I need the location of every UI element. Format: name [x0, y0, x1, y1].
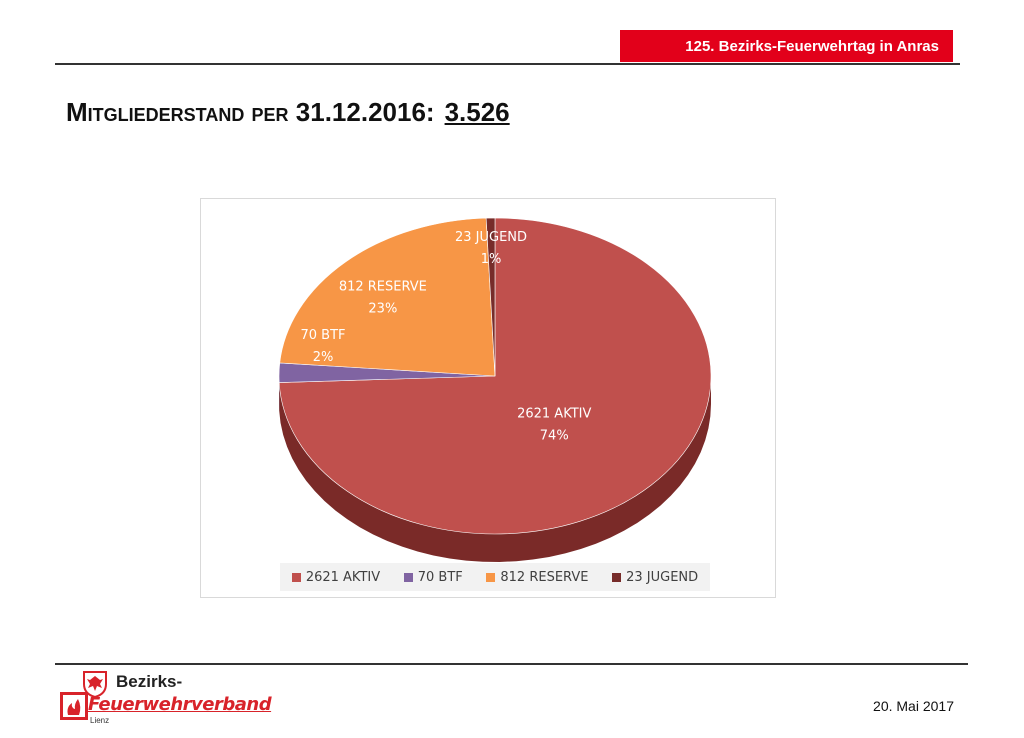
- event-title-badge: 125. Bezirks-Feuerwehrtag in Anras: [620, 30, 953, 62]
- legend-item-btf: 70 BTF: [403, 569, 463, 585]
- legend-swatch-btf: [403, 572, 413, 582]
- legend-item-reserve: 812 RESERVE: [486, 570, 588, 585]
- title-text: Mitgliederstand per 31.12.2016:: [66, 97, 435, 127]
- slice-percent-jugend: 1%: [481, 252, 502, 267]
- slice-percent-aktiv: 74%: [540, 429, 569, 444]
- title-total: 3.526: [444, 97, 510, 127]
- event-title: 125. Bezirks-Feuerwehrtag in Anras: [685, 37, 939, 55]
- legend-label-jugend: 23 JUGEND: [626, 569, 699, 585]
- pie-chart: 2621 AKTIV 74% 70 BTF 2% 812 RESERVE 23% 23 JU…: [200, 198, 776, 598]
- legend-item-jugend: 23 JUGEND: [612, 570, 698, 585]
- pie-slice-reserve: [279, 217, 496, 377]
- slice-percent-reserve: 23%: [368, 301, 397, 316]
- logo-text-bezirks: Bezirks-: [116, 672, 183, 691]
- pie-slice-jugend: [485, 217, 496, 377]
- legend-swatch-reserve: [486, 572, 496, 582]
- top-divider: [55, 63, 960, 65]
- pie-chart-svg: 2621 AKTIV 74% 70 BTF 2% 812 RESERVE 23% 23 JU…: [278, 217, 712, 562]
- legend-swatch-jugend: [612, 572, 622, 582]
- slice-percent-btf: 2%: [313, 350, 334, 365]
- footer-date: 20. Mai 2017: [873, 698, 954, 714]
- legend-swatch-aktiv: [291, 572, 301, 582]
- fire-emblem-icon: [60, 692, 88, 720]
- page-title: Mitgliederstand per 31.12.2016: 3.526: [66, 97, 510, 128]
- legend-label-reserve: 812 RESERVE: [500, 569, 589, 585]
- slice-label-reserve: 812 RESERVE: [339, 279, 427, 294]
- slice-label-aktiv: 2621 AKTIV: [517, 407, 591, 422]
- slice-label-jugend: 23 JUGEND: [455, 230, 527, 245]
- legend-label-aktiv: 2621 AKTIV: [305, 569, 381, 585]
- legend-label-btf: 70 BTF: [417, 569, 463, 585]
- bottom-divider: [55, 663, 968, 665]
- tyrol-eagle-icon: [83, 671, 107, 698]
- logo-text-feuerwehrverband: Feuerwehrverband: [88, 694, 272, 715]
- legend-item-aktiv: 2621 AKTIV: [291, 569, 381, 585]
- pie-side-aktiv: [279, 376, 711, 562]
- chart-legend: 2621 AKTIV 70 BTF 812 RESERVE 23 JUGEND: [280, 563, 710, 591]
- slice-label-btf: 70 BTF: [300, 328, 345, 343]
- logo-text-lienz: Lienz: [90, 716, 110, 725]
- feuerwehrverband-logo: Bezirks- Feuerwehrverband Lienz: [60, 670, 272, 726]
